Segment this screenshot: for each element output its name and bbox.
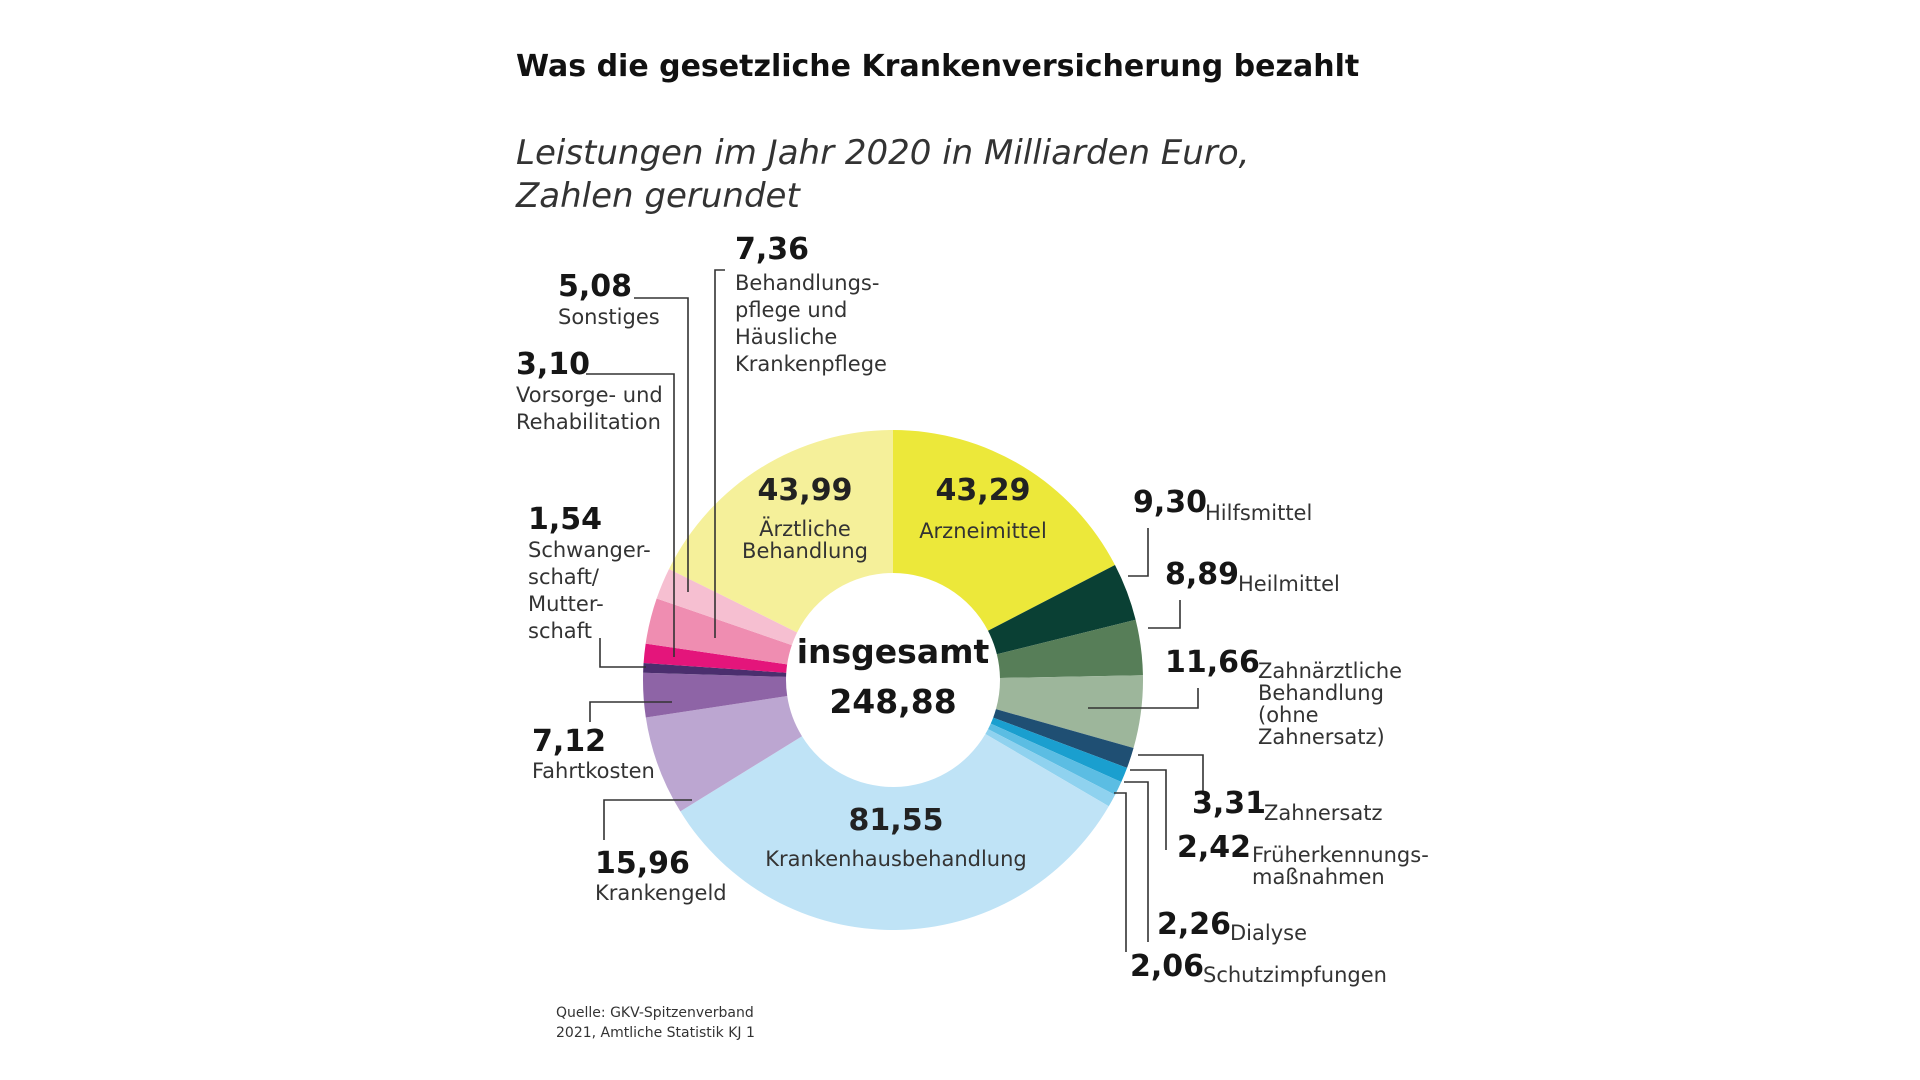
slice-12-leader <box>586 373 675 657</box>
slice-15-label-0: Ärztliche <box>759 516 851 541</box>
slice-4 <box>993 709 1134 768</box>
slice-15 <box>669 430 893 633</box>
slice-3-label-1: Behandlung <box>1258 681 1384 705</box>
chart-subtitle-line-2: Zahlen gerundet <box>515 176 801 216</box>
slice-12-label-0: Vorsorge- und <box>516 383 663 407</box>
slice-15-label-1: Behandlung <box>742 539 868 563</box>
slice-7-label-0: Schutzimpfungen <box>1203 963 1387 987</box>
slice-11-label-3: schaft <box>528 619 592 643</box>
slice-13-value: 7,36 <box>735 232 809 267</box>
slice-12 <box>643 643 788 673</box>
slice-13-label-0: Behandlungs- <box>735 271 879 295</box>
slice-2-label-0: Heilmittel <box>1238 572 1340 596</box>
slice-12-value: 3,10 <box>516 347 590 382</box>
slice-11-leader <box>599 638 646 668</box>
slice-3-leader <box>1088 688 1199 709</box>
slice-1 <box>988 565 1136 655</box>
slice-11-label-0: Schwanger- <box>528 538 651 562</box>
slice-9-value: 15,96 <box>595 846 690 881</box>
slice-9-leader <box>603 799 692 840</box>
slice-10-leader <box>589 701 672 722</box>
chart-title: Was die gesetzliche Krankenversicherung … <box>516 49 1359 84</box>
slice-4-leader <box>1138 754 1204 795</box>
slice-3 <box>995 675 1144 749</box>
slice-6-leader <box>1124 781 1149 942</box>
slice-4-value: 3,31 <box>1192 786 1266 821</box>
slice-5 <box>990 717 1128 782</box>
slice-0 <box>893 430 1115 631</box>
slice-5-label-0: Früherkennungs- <box>1252 843 1429 867</box>
slice-10 <box>643 672 788 718</box>
slice-14-leader <box>634 297 689 592</box>
slice-8-label-0: Krankenhausbehandlung <box>765 847 1027 871</box>
source-line-2: 2021, Amtliche Statistik KJ 1 <box>556 1025 755 1041</box>
slice-3-label-0: Zahnärztliche <box>1258 659 1402 683</box>
slice-4-label-0: Zahnersatz <box>1264 801 1383 825</box>
slice-11-value: 1,54 <box>528 502 602 537</box>
slice-15-value: 43,99 <box>758 473 853 508</box>
slice-5-label-1: maßnahmen <box>1252 865 1385 889</box>
slice-3-label-2: (ohne <box>1258 703 1319 727</box>
slice-11 <box>643 663 787 677</box>
slice-14-value: 5,08 <box>558 269 632 304</box>
slice-5-leader <box>1130 769 1167 850</box>
slice-14 <box>656 568 798 646</box>
slice-13-leader <box>714 269 725 638</box>
slice-13-label-1: pflege und <box>735 298 847 322</box>
center-label: insgesamt <box>797 632 990 671</box>
slice-0-label-0: Arzneimittel <box>919 519 1047 543</box>
slice-5-value: 2,42 <box>1177 830 1251 865</box>
slice-7-leader <box>1114 792 1127 952</box>
slice-10-label-0: Fahrtkosten <box>532 759 655 783</box>
slice-11-label-1: schaft/ <box>528 565 600 589</box>
slice-2 <box>996 619 1143 678</box>
slice-13 <box>645 598 792 665</box>
slice-6-value: 2,26 <box>1157 907 1231 942</box>
slice-6 <box>988 723 1122 795</box>
slice-2-leader <box>1148 600 1181 629</box>
slice-11-label-2: Mutter- <box>528 592 604 616</box>
pie-slices <box>643 430 1144 931</box>
source-line-1: Quelle: GKV-Spitzenverband <box>556 1005 754 1021</box>
slice-8 <box>680 734 1109 931</box>
slice-1-label-0: Hilfsmittel <box>1205 501 1312 525</box>
slice-7-value: 2,06 <box>1130 949 1204 984</box>
slice-13-label-3: Krankenpflege <box>735 352 887 376</box>
slice-0-value: 43,29 <box>936 473 1031 508</box>
slice-9-label-0: Krankengeld <box>595 881 727 905</box>
slice-9 <box>645 696 802 812</box>
slice-7 <box>985 729 1116 807</box>
slice-2-value: 8,89 <box>1165 557 1239 592</box>
slice-1-leader <box>1128 528 1149 577</box>
slice-13-label-2: Häusliche <box>735 325 837 349</box>
slice-10-value: 7,12 <box>532 724 606 759</box>
chart-subtitle-line-1: Leistungen im Jahr 2020 in Milliarden Eu… <box>516 133 1249 173</box>
slice-3-label-3: Zahnersatz) <box>1258 725 1385 749</box>
slice-12-label-1: Rehabilitation <box>516 410 661 434</box>
center-total: 248,88 <box>829 682 956 721</box>
slice-6-label-0: Dialyse <box>1230 921 1307 945</box>
slice-14-label-0: Sonstiges <box>558 305 660 329</box>
slice-3-value: 11,66 <box>1165 645 1260 680</box>
slice-1-value: 9,30 <box>1133 485 1207 520</box>
leader-lines <box>586 269 1204 952</box>
slice-8-value: 81,55 <box>849 803 944 838</box>
